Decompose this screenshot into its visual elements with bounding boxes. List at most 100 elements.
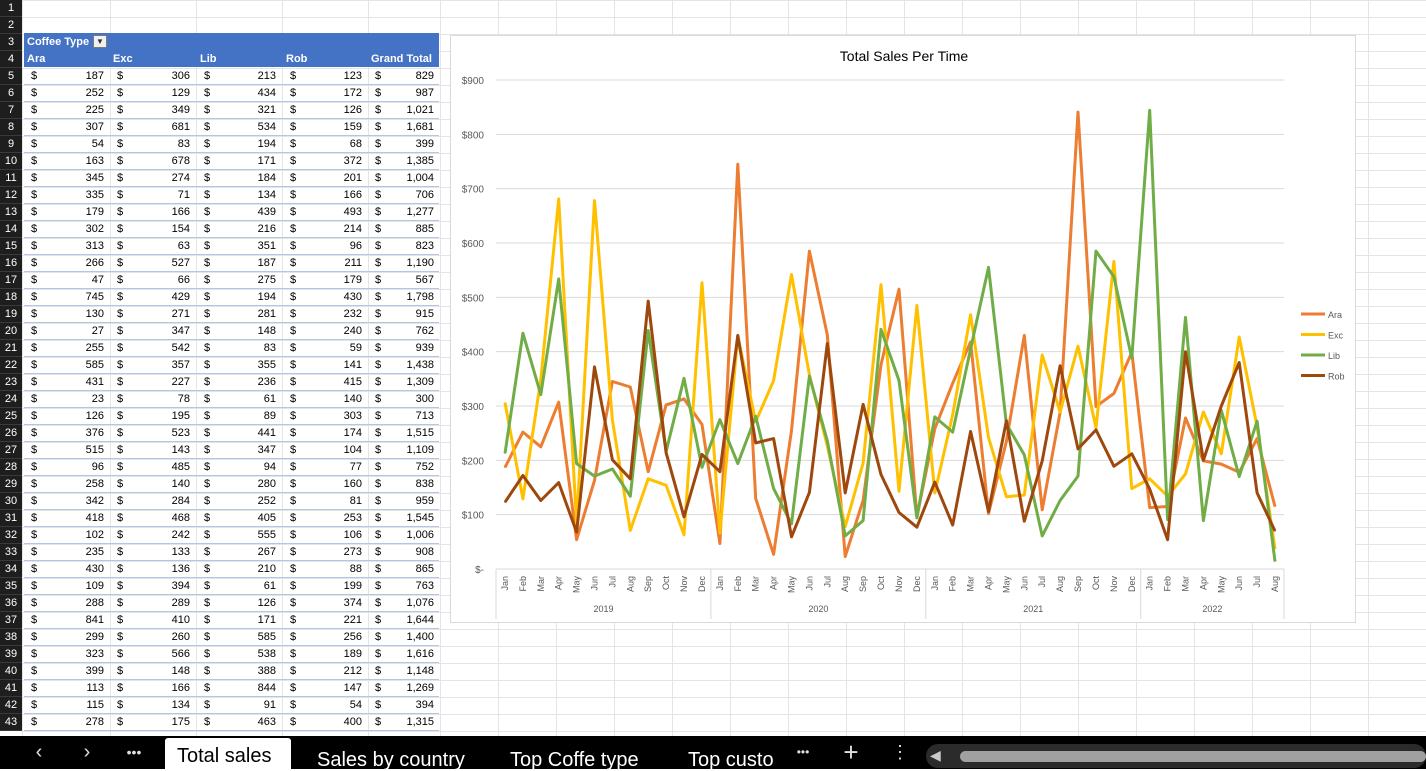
table-cell[interactable]: 63 [177,240,190,252]
row-header[interactable]: 8 [0,119,22,136]
row-header[interactable]: 20 [0,323,22,340]
table-cell[interactable]: 275 [257,274,276,286]
table-cell[interactable]: 1,021 [406,104,434,116]
spreadsheet-grid[interactable]: Coffee Type ▼ Ara Exc Lib Rob Grand Total $1… [0,0,1426,736]
table-cell[interactable]: 307 [85,121,104,133]
more-horizontal-icon[interactable]: ••• [796,745,810,759]
table-cell[interactable]: 987 [415,87,434,99]
table-cell[interactable]: 71 [177,189,190,201]
row-header[interactable]: 24 [0,391,22,408]
table-cell[interactable]: 823 [415,240,434,252]
chevron-left-icon[interactable]: ‹ [35,741,43,763]
row-header[interactable]: 1 [0,0,22,17]
table-cell[interactable]: 134 [171,699,190,711]
table-cell[interactable]: 678 [171,155,190,167]
table-cell[interactable]: 405 [257,512,276,524]
row-header[interactable]: 40 [0,663,22,680]
table-cell[interactable]: 174 [343,427,362,439]
table-cell[interactable]: 915 [415,308,434,320]
table-cell[interactable]: 394 [415,699,434,711]
table-cell[interactable]: 227 [171,376,190,388]
row-header[interactable]: 19 [0,306,22,323]
table-cell[interactable]: 240 [343,325,362,337]
table-cell[interactable]: 681 [171,121,190,133]
table-cell[interactable]: 66 [177,274,190,286]
table-cell[interactable]: 59 [349,342,362,354]
table-cell[interactable]: 210 [257,563,276,575]
row-header[interactable]: 23 [0,374,22,391]
row-header[interactable]: 30 [0,493,22,510]
table-cell[interactable]: 376 [85,427,104,439]
table-cell[interactable]: 140 [343,393,362,405]
table-cell[interactable]: 83 [263,342,276,354]
table-cell[interactable]: 253 [343,512,362,524]
table-cell[interactable]: 54 [91,138,104,150]
table-cell[interactable]: 81 [349,495,362,507]
table-cell[interactable]: 27 [91,325,104,337]
table-cell[interactable]: 538 [257,648,276,660]
table-cell[interactable]: 959 [415,495,434,507]
row-header[interactable]: 6 [0,85,22,102]
table-cell[interactable]: 171 [257,614,276,626]
table-cell[interactable]: 166 [343,189,362,201]
table-cell[interactable]: 267 [257,546,276,558]
row-header[interactable]: 37 [0,612,22,629]
table-cell[interactable]: 109 [85,580,104,592]
table-cell[interactable]: 439 [257,206,276,218]
table-cell[interactable]: 1,400 [406,631,434,643]
row-header[interactable]: 33 [0,544,22,561]
table-cell[interactable]: 134 [257,189,276,201]
table-cell[interactable]: 418 [85,512,104,524]
more-vertical-icon[interactable]: ⋮ [891,742,909,762]
table-cell[interactable]: 394 [171,580,190,592]
table-cell[interactable]: 1,515 [406,427,434,439]
more-horizontal-icon[interactable]: ••• [126,744,142,760]
table-cell[interactable]: 140 [171,478,190,490]
table-cell[interactable]: 194 [257,291,276,303]
table-cell[interactable]: 184 [257,172,276,184]
table-cell[interactable]: 91 [263,699,276,711]
table-cell[interactable]: 745 [85,291,104,303]
row-header[interactable]: 27 [0,442,22,459]
table-cell[interactable]: 130 [85,308,104,320]
row-header[interactable]: 34 [0,561,22,578]
table-cell[interactable]: 441 [257,427,276,439]
dropdown-filter-icon[interactable]: ▼ [93,35,107,48]
table-cell[interactable]: 430 [85,563,104,575]
row-header[interactable]: 18 [0,289,22,306]
table-cell[interactable]: 187 [85,70,104,82]
table-cell[interactable]: 166 [171,206,190,218]
table-cell[interactable]: 1,644 [406,614,434,626]
tab-top-coffe-type[interactable]: Top Coffe type [510,749,639,771]
table-cell[interactable]: 96 [91,461,104,473]
table-cell[interactable]: 179 [85,206,104,218]
table-cell[interactable]: 115 [86,699,104,711]
table-cell[interactable]: 323 [85,648,104,660]
table-cell[interactable]: 763 [415,580,434,592]
row-header[interactable]: 29 [0,476,22,493]
table-cell[interactable]: 141 [343,359,362,371]
table-cell[interactable]: 61 [263,580,276,592]
table-cell[interactable]: 216 [257,223,276,235]
table-cell[interactable]: 284 [171,495,190,507]
table-cell[interactable]: 1,616 [406,648,434,660]
row-header[interactable]: 2 [0,17,22,34]
table-cell[interactable]: 163 [85,155,104,167]
table-cell[interactable]: 429 [171,291,190,303]
table-cell[interactable]: 1,438 [406,359,434,371]
table-cell[interactable]: 493 [343,206,362,218]
table-cell[interactable]: 159 [343,121,362,133]
table-cell[interactable]: 1,148 [406,665,434,677]
row-header[interactable]: 4 [0,51,22,68]
table-cell[interactable]: 88 [349,563,362,575]
row-header[interactable]: 36 [0,595,22,612]
table-cell[interactable]: 372 [343,155,362,167]
table-cell[interactable]: 1,798 [406,291,434,303]
table-cell[interactable]: 303 [343,410,362,422]
row-header[interactable]: 41 [0,680,22,697]
table-cell[interactable]: 299 [85,631,104,643]
table-cell[interactable]: 706 [415,189,434,201]
table-cell[interactable]: 399 [85,665,104,677]
table-cell[interactable]: 302 [85,223,104,235]
row-header[interactable]: 35 [0,578,22,595]
